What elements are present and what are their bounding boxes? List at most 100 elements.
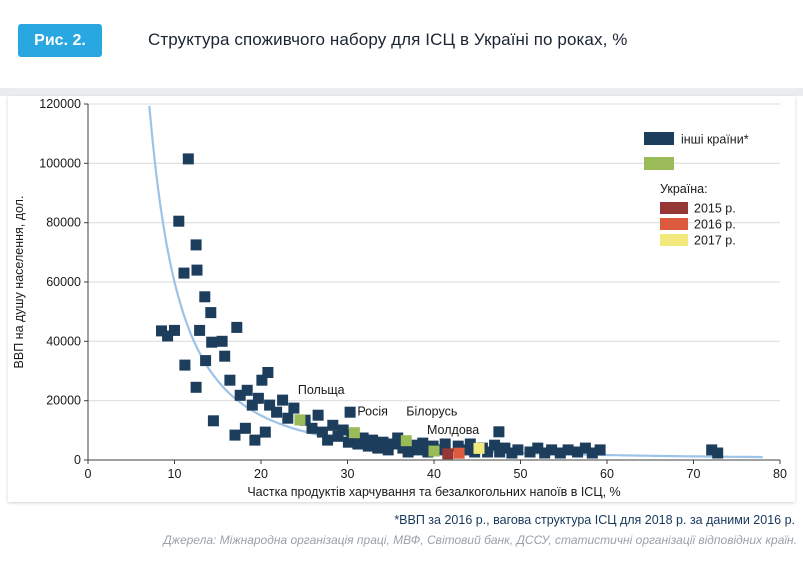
data-point-other-country (206, 336, 218, 348)
data-point-other-country (173, 215, 185, 227)
data-point-other-country (194, 324, 206, 336)
data-point-other-country (493, 426, 505, 438)
data-point-other-country (199, 291, 211, 303)
data-point-other-country (200, 355, 212, 367)
scatter-series-neighbor-countries: Польща Росія Білорусь Молдова (294, 383, 479, 457)
data-point-other-country (178, 267, 190, 279)
legend-swatch (660, 218, 688, 230)
data-point-other-country (179, 359, 191, 371)
data-point-other-country (219, 350, 231, 362)
data-point-other-country (231, 321, 243, 333)
data-point-other-country (205, 307, 217, 319)
x-tick-label: 70 (687, 467, 701, 481)
y-tick-label: 120000 (39, 97, 81, 111)
data-point-other-country (512, 444, 524, 456)
data-point-other-country (332, 430, 344, 442)
data-point-other-country (434, 444, 446, 456)
country-annotation: Росія (357, 405, 388, 419)
data-point-Молдова (428, 445, 440, 457)
data-point-other-country (259, 426, 271, 438)
data-point-other-country (352, 438, 364, 450)
data-point-other-country (546, 444, 558, 456)
data-point-other-country (342, 436, 354, 448)
data-point-other-country (524, 446, 536, 458)
data-point-Польща (294, 414, 306, 426)
data-point-other-country (532, 442, 544, 454)
x-tick-label: 10 (168, 467, 182, 481)
legend-swatch (644, 157, 674, 170)
data-point-other-country (417, 437, 429, 449)
figure-header: Рис. 2. Структура споживчого набору для … (0, 0, 803, 88)
data-point-other-country (539, 447, 551, 459)
country-annotation: Польща (298, 383, 345, 397)
x-tick-label: 60 (600, 467, 614, 481)
data-point-other-country (377, 436, 389, 448)
data-point-other-country (402, 446, 414, 458)
data-point-Білорусь (400, 435, 412, 447)
data-point-other-country (246, 399, 258, 411)
data-point-other-country (412, 444, 424, 456)
data-point-other-country (277, 394, 289, 406)
data-point-other-country (712, 447, 724, 459)
data-point-other-country (306, 422, 318, 434)
data-point-other-country (554, 447, 566, 459)
legend-label: 2016 р. (694, 218, 736, 232)
data-point-other-country (586, 447, 598, 459)
x-axis-title: Частка продуктів харчування та безалкого… (247, 485, 620, 499)
data-point-other-country (439, 438, 451, 450)
data-point-other-country (489, 439, 501, 451)
data-point-ukraine-2016 р. (453, 447, 465, 459)
data-point-other-country (579, 442, 591, 454)
x-tick-label: 80 (773, 467, 787, 481)
data-point-other-country (264, 399, 276, 411)
x-tick-label: 0 (85, 467, 92, 481)
x-tick-label: 20 (254, 467, 268, 481)
data-point-other-country (271, 406, 283, 418)
data-point-other-country (482, 446, 494, 458)
y-tick-label: 20000 (46, 394, 81, 408)
data-point-other-country (322, 434, 334, 446)
data-point-other-country (182, 153, 194, 165)
x-tick-label: 30 (341, 467, 355, 481)
data-point-other-country (382, 444, 394, 456)
scatter-series-other-countries (156, 153, 724, 459)
y-tick-label: 40000 (46, 334, 81, 348)
chart-card: Польща Росія Білорусь Молдова 0 20000 40000 600… (8, 96, 795, 502)
data-point-other-country (372, 442, 384, 454)
data-point-ukraine-2015 р. (442, 448, 454, 460)
data-point-other-country (224, 374, 236, 386)
y-tick-label: 100000 (39, 156, 81, 170)
legend-swatch (660, 202, 688, 214)
data-point-other-country (706, 444, 718, 456)
chart-footnote: *ВВП за 2016 р., вагова структура ІСЦ дл… (394, 513, 795, 527)
figure-number-badge: Рис. 2. (18, 24, 102, 57)
data-point-other-country (241, 384, 253, 396)
header-divider (0, 88, 803, 96)
data-point-other-country (234, 389, 246, 401)
data-point-other-country (327, 419, 339, 431)
legend-heading: Україна: (660, 182, 708, 196)
data-point-other-country (422, 446, 434, 458)
data-point-other-country (367, 434, 379, 446)
country-annotation: Молдова (427, 423, 479, 437)
data-point-other-country (357, 432, 369, 444)
data-point-other-country (162, 330, 174, 342)
legend-swatch (644, 132, 674, 145)
data-point-other-country (282, 412, 294, 424)
data-point-other-country (288, 402, 300, 414)
data-point-other-country (362, 440, 374, 452)
y-axis-title: ВВП на душу населення, дол. (12, 196, 26, 369)
legend: інші країни* Україна: 2015 р. 2016 р. 2017 р… (644, 132, 749, 248)
x-tick-label: 40 (427, 467, 441, 481)
legend-label: 2015 р. (694, 202, 736, 216)
data-point-other-country (392, 432, 404, 444)
data-point-other-country (506, 447, 518, 459)
data-point-other-country (229, 429, 241, 441)
data-point-other-country (216, 335, 228, 347)
data-point-other-country (156, 325, 167, 337)
data-point-other-country (252, 392, 264, 404)
data-point-other-country (594, 444, 606, 456)
y-tick-label: 60000 (46, 275, 81, 289)
data-point-other-country (190, 239, 202, 251)
